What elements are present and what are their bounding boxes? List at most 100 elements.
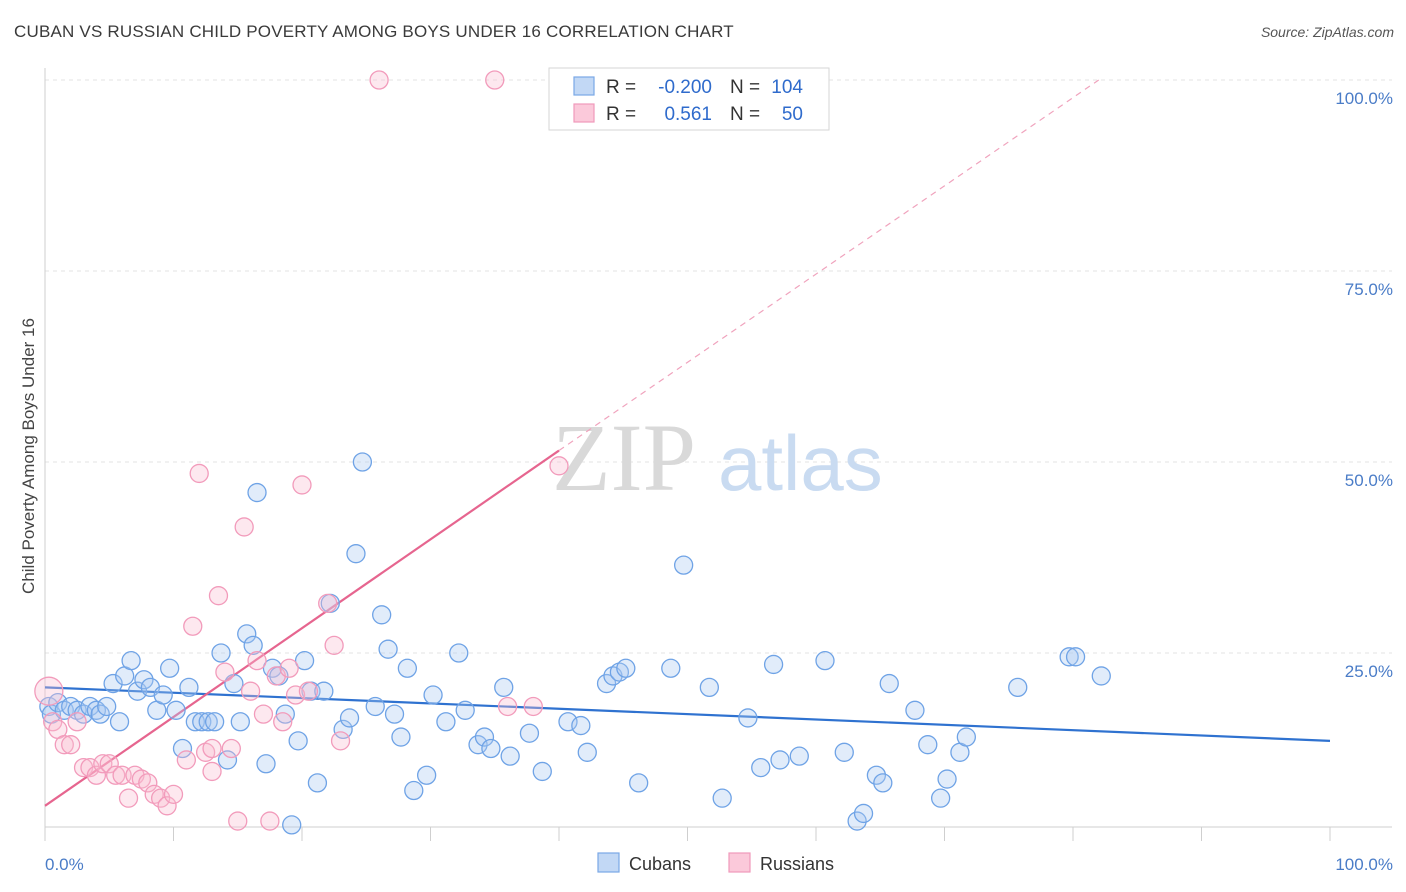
point-cubans-31 [230, 712, 250, 732]
point-russians-13 [118, 788, 139, 808]
point-russians-16 [138, 773, 158, 793]
watermark-zip: ZIP [552, 404, 696, 511]
point-russians-19 [157, 796, 177, 816]
point-russians-28 [221, 738, 241, 759]
legend-r-label-2: R = [606, 104, 636, 125]
point-cubans-96 [937, 769, 957, 789]
legend-box: R = -0.200 N = 104 R = 0.561 N = 50 [548, 67, 830, 131]
point-russians-46 [497, 696, 518, 717]
point-cubans-40 [288, 731, 308, 751]
point-cubans-95 [930, 788, 951, 808]
point-cubans-22 [172, 738, 193, 759]
y-tick-label-0: 25.0% [1345, 662, 1393, 681]
point-russians-5 [67, 712, 87, 732]
y-axis-label: Child Poverty Among Boys Under 16 [19, 318, 38, 594]
point-russians-0 [34, 676, 64, 706]
point-cubans-23 [179, 677, 199, 698]
trend-lines [44, 79, 1331, 807]
x-tick-label-1: 100.0% [1335, 855, 1393, 874]
point-cubans-93 [905, 700, 925, 720]
point-russians-4 [61, 735, 81, 755]
point-cubans-65 [494, 677, 514, 698]
point-russians-8 [86, 765, 107, 785]
point-cubans-54 [391, 727, 411, 747]
data-points [34, 70, 1111, 835]
point-russians-10 [99, 754, 119, 774]
point-cubans-60 [449, 643, 469, 663]
point-cubans-101 [1065, 647, 1086, 667]
point-russians-39 [292, 475, 312, 495]
point-cubans-12 [109, 712, 130, 732]
point-cubans-34 [247, 482, 267, 503]
tick-labels: 25.0% 50.0% 75.0% 100.0% 0.0% 100.0% [45, 89, 1393, 874]
point-russians-11 [106, 765, 126, 785]
point-russians-32 [247, 650, 267, 671]
point-cubans-91 [873, 773, 893, 793]
point-cubans-98 [956, 727, 976, 747]
point-cubans-48 [346, 544, 366, 564]
point-russians-42 [324, 635, 344, 656]
bottom-legend-swatch-russians [728, 852, 751, 873]
trend-line-russians-extrapolated [558, 79, 1100, 452]
point-cubans-21 [166, 700, 186, 720]
point-russians-48 [549, 456, 569, 476]
bottom-legend-russians: Russians [760, 854, 834, 874]
point-russians-37 [279, 658, 299, 678]
point-cubans-52 [378, 639, 398, 659]
point-cubans-39 [282, 815, 302, 835]
point-cubans-79 [699, 677, 719, 698]
axes [44, 68, 1392, 841]
point-cubans-16 [134, 670, 154, 690]
point-cubans-90 [866, 765, 887, 785]
legend-swatch-russians [573, 103, 595, 123]
point-cubans-19 [153, 685, 173, 705]
point-russians-29 [228, 811, 248, 831]
point-russians-44 [369, 70, 389, 90]
point-cubans-20 [159, 658, 180, 678]
point-cubans-47 [339, 708, 360, 728]
point-cubans-44 [314, 681, 334, 701]
point-russians-26 [208, 586, 229, 606]
point-cubans-72 [596, 673, 617, 694]
legend-r-value-russians: 0.561 [664, 104, 712, 125]
legend-n-value-russians: 50 [782, 104, 803, 125]
point-cubans-35 [256, 754, 276, 774]
point-cubans-41 [294, 650, 315, 671]
point-cubans-92 [879, 673, 899, 694]
chart-source: Source: ZipAtlas.com [1260, 24, 1394, 40]
point-cubans-71 [577, 742, 597, 762]
point-cubans-64 [481, 738, 501, 759]
point-russians-40 [298, 681, 319, 701]
point-cubans-55 [397, 658, 418, 678]
bottom-legend-cubans: Cubans [629, 854, 691, 874]
point-cubans-58 [423, 685, 443, 705]
point-russians-43 [330, 731, 351, 751]
point-russians-47 [523, 696, 543, 717]
legend-r-value-cubans: -0.200 [658, 77, 712, 98]
point-cubans-63 [474, 727, 495, 747]
point-cubans-77 [661, 658, 681, 678]
point-cubans-84 [770, 750, 790, 770]
legend-r-label-1: R = [606, 77, 636, 98]
chart-title: CUBAN VS RUSSIAN CHILD POVERTY AMONG BOY… [14, 22, 734, 41]
point-cubans-67 [519, 723, 540, 743]
point-cubans-26 [198, 712, 218, 732]
watermark-atlas: atlas [718, 419, 883, 507]
point-russians-34 [260, 811, 280, 831]
point-cubans-32 [237, 624, 257, 644]
point-cubans-82 [751, 757, 771, 778]
point-cubans-86 [815, 650, 835, 671]
bottom-legend: Cubans Russians [597, 852, 834, 874]
point-cubans-78 [673, 555, 694, 575]
point-cubans-14 [121, 650, 141, 671]
trend-line-cubans [44, 686, 1331, 742]
point-cubans-27 [204, 712, 225, 732]
point-cubans-68 [532, 761, 552, 782]
point-russians-23 [189, 463, 209, 484]
point-russians-3 [54, 735, 74, 755]
point-russians-21 [176, 750, 197, 770]
legend-swatch-cubans [573, 76, 595, 96]
point-cubans-80 [712, 788, 732, 808]
bottom-legend-swatch-cubans [597, 852, 620, 873]
